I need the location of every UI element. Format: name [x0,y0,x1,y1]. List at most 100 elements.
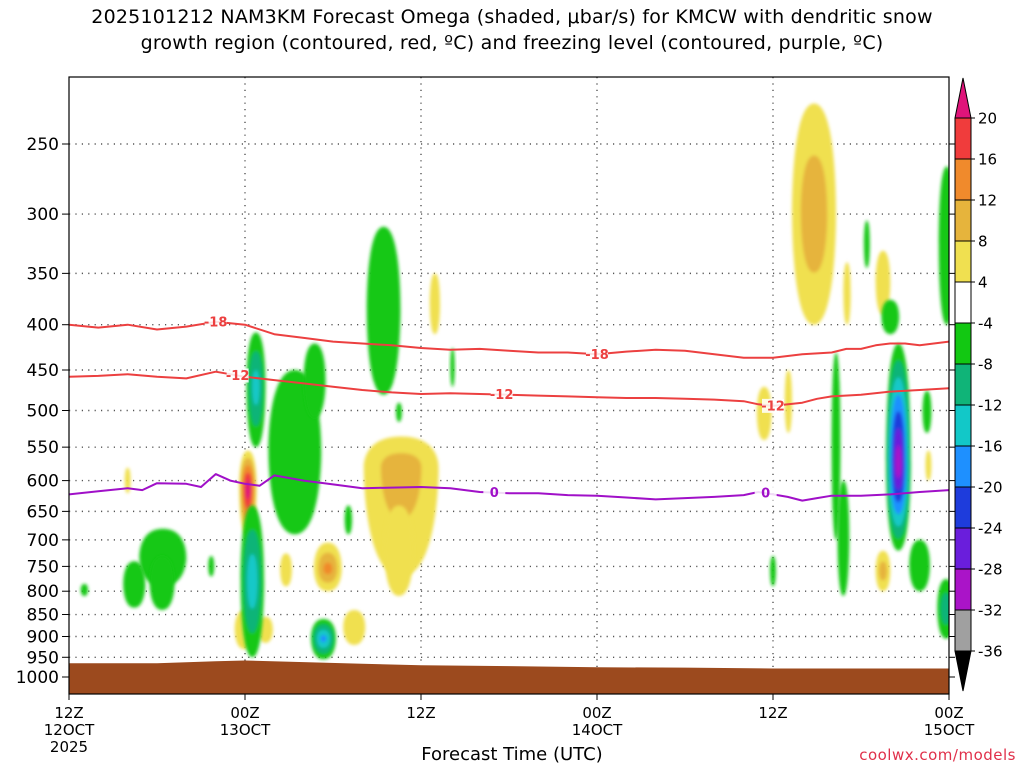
y-tick-label: 850 [27,606,59,626]
descent-cell [303,343,326,419]
descent-cell [208,556,215,577]
colorbar-bin [954,486,972,529]
colorbar-bin [954,199,972,242]
ascent-cell [313,542,342,592]
contour-label-bg [586,347,608,362]
ascent-cell [843,262,851,325]
colorbar-label: -8 [978,356,993,374]
descent-cell [937,578,949,639]
y-tick-label: 300 [27,205,59,225]
omega-level--12 [252,370,260,406]
colorbar-label: -16 [978,438,1003,456]
colorbar-label: 12 [978,192,997,210]
omega-level--4 [80,583,89,596]
colorbar-label: -28 [978,561,1003,579]
descent-cell [366,226,401,395]
x-tick-label: 2025 [50,738,88,756]
omega-level--4 [208,556,215,577]
y-tick-label: 550 [27,438,59,458]
x-tick-label: 00Z [934,704,963,722]
colorbar-bin [954,363,972,406]
colorbar-bin [954,158,972,201]
contour-label-bg [754,486,777,501]
contour-line [69,320,949,359]
omega-level--4 [938,166,949,325]
omega-level-4 [784,369,793,433]
ascent-cell [875,550,891,592]
grid-lines [69,77,949,694]
contour-label-bg [226,368,249,383]
descent-cell [149,556,175,610]
descent-cell [396,402,402,422]
colorbar-label: -12 [978,397,1003,415]
omega-level-4 [343,609,366,645]
y-tick-label: 450 [27,361,59,381]
colorbar-bin [954,404,972,447]
x-tick-label: 12OCT [44,721,95,739]
omega-level-8 [380,453,422,519]
descent-cell [922,390,932,433]
colorbar-bin [954,117,972,160]
chart-title-line1: 2025101212 NAM3KM Forecast Omega (shaded… [91,6,933,28]
contour-line [69,370,949,407]
descent-cell [240,505,265,658]
contour-label: -18 [585,348,609,363]
ascent-cell [280,553,292,587]
omega-level--4 [922,390,932,433]
x-tick-label: 14OCT [572,721,623,739]
contour-label-bg [490,387,513,402]
descent-cell [837,480,850,596]
colorbar-bin [954,568,972,611]
omega-level--16 [320,635,327,643]
omega-level-4 [429,273,441,335]
omega-level--4 [396,402,402,422]
ascent-cell [384,505,414,596]
ascent-cell [429,273,441,335]
colorbar-bin [954,240,972,283]
colorbar-label: 20 [978,110,997,128]
y-tick-label: 400 [27,316,59,336]
descent-cell [80,583,89,596]
colorbar-bin [954,609,972,652]
x-tick-label: 12Z [54,704,83,722]
surface-ground [69,660,949,694]
omega-level--4 [831,352,841,540]
omega-level--4 [344,505,353,535]
omega-level--4 [863,220,870,268]
contour-label: -12 [490,388,514,403]
descent-cell [344,505,353,535]
omega-level-4 [280,553,292,587]
omega-level-4 [843,262,851,325]
y-tick-label: 700 [27,531,59,551]
colorbar-label: -32 [978,602,1003,620]
chart-title-line2: growth region (contoured, red, ºC) and f… [140,32,884,54]
colorbar-label: 8 [978,233,988,251]
colorbar-bin [954,281,972,324]
x-tick-label: 00Z [230,704,259,722]
ascent-cell [792,103,837,325]
omega-level--8 [940,593,949,625]
ascent-cell [239,450,257,538]
y-tick-label: 250 [27,135,59,155]
omega-level-4 [384,505,414,596]
omega-level--4 [366,226,401,395]
omega-level--4 [770,556,776,587]
plot-frame [68,76,950,695]
contour-label-bg [762,398,784,413]
descent-cell [123,561,146,608]
descent-cell [909,539,930,592]
colorbar: 20 16 12 8 4 -4 -8 -12 -16 -20 -24 -28 -32 -36 [954,77,1003,692]
y-tick-label: 650 [27,502,59,522]
contour-label: 0 [490,486,499,501]
x-tick-label: 12Z [758,704,787,722]
descent-cell [450,348,455,387]
x-tick-label: 15OCT [924,721,975,739]
omega-level--28 [895,445,902,478]
descent-cell [881,299,900,335]
y-tick-label: 600 [27,472,59,492]
colorbar-label: -20 [978,479,1003,497]
colorbar-bottom-arrow [954,650,972,692]
omega-level--4 [123,561,146,608]
x-tick-label: 13OCT [220,721,271,739]
